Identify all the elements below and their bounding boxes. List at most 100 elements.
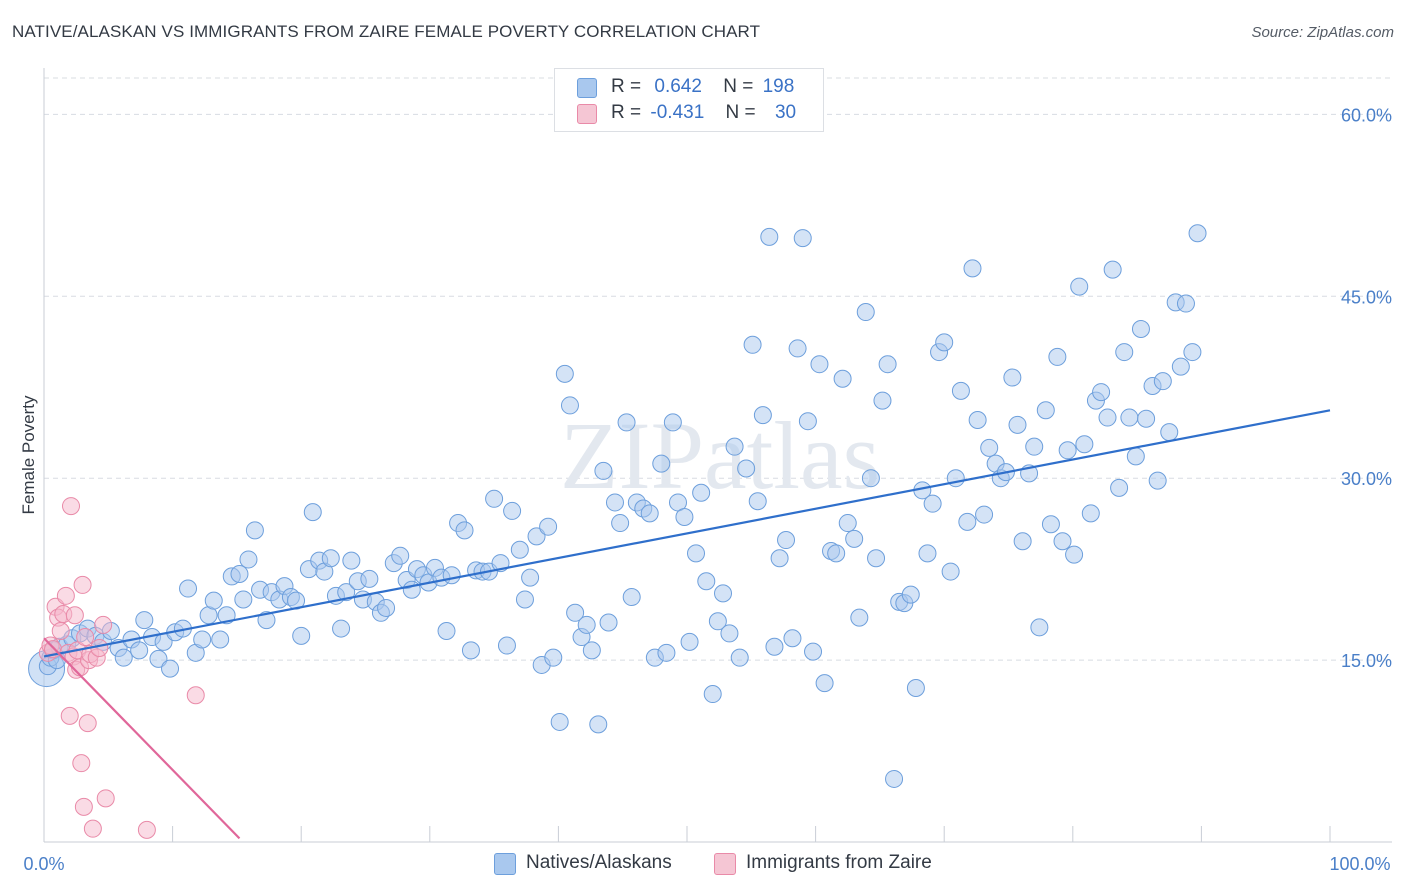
data-point-natives [257, 611, 276, 630]
data-point-natives [544, 648, 563, 667]
data-point-natives [725, 437, 744, 456]
data-point-natives [1030, 618, 1049, 637]
x-tick-label: 100.0% [1329, 854, 1390, 874]
data-point-natives [594, 461, 613, 480]
data-point-natives [1103, 260, 1122, 279]
data-point-natives [968, 410, 987, 429]
y-tick-labels: 15.0% 30.0% 45.0% 60.0% [1341, 105, 1392, 671]
legend-swatch-pink [577, 104, 597, 124]
data-point-natives [461, 641, 480, 660]
data-point-natives [1092, 383, 1111, 402]
data-point-natives [611, 514, 630, 533]
y-tick-label: 15.0% [1341, 651, 1392, 671]
data-point-natives [391, 546, 410, 565]
data-point-zaire [94, 615, 113, 634]
data-point-natives [1153, 372, 1172, 391]
data-point-natives [692, 483, 711, 502]
data-point-natives [856, 303, 875, 322]
x-tick-label: 0.0% [23, 854, 64, 874]
data-point-natives [815, 674, 834, 693]
data-point-natives [292, 626, 311, 645]
data-point-natives [743, 335, 762, 354]
data-point-natives [714, 584, 733, 603]
data-point-natives [527, 527, 546, 546]
data-point-natives [239, 550, 258, 569]
data-point-natives [1183, 343, 1202, 362]
data-point-natives [161, 659, 180, 678]
data-point-natives [748, 492, 767, 511]
x-tick-labels: 0.0% 100.0% [23, 854, 1390, 874]
data-point-zaire [186, 686, 205, 705]
legend-swatch-blue [577, 78, 597, 98]
data-point-zaire [65, 606, 84, 625]
data-point-natives [442, 566, 461, 585]
data-point-natives [342, 551, 361, 570]
data-point-natives [838, 514, 857, 533]
data-point-natives [923, 494, 942, 513]
data-point-natives [675, 507, 694, 526]
data-point-natives [577, 615, 596, 634]
data-point-natives [760, 227, 779, 246]
data-point-natives [918, 544, 937, 563]
data-point-natives [958, 512, 977, 531]
data-point-natives [617, 413, 636, 432]
data-point-natives [377, 598, 396, 617]
data-point-natives [1070, 277, 1089, 296]
data-point-natives [1137, 409, 1156, 428]
data-point-natives [1120, 408, 1139, 427]
data-point-natives [1126, 447, 1145, 466]
data-point-natives [1171, 357, 1190, 376]
data-point-natives [810, 355, 829, 374]
data-point-zaire [62, 497, 81, 516]
data-point-natives [935, 333, 954, 352]
data-point-zaire [96, 789, 115, 808]
data-point-natives [680, 632, 699, 651]
data-point-natives [1160, 423, 1179, 442]
data-point-natives [770, 549, 789, 568]
data-point-natives [1131, 320, 1150, 339]
data-point-natives [1188, 224, 1207, 243]
legend-swatch-pink [714, 853, 736, 875]
data-point-natives [622, 588, 641, 607]
legend-r-value-natives: 0.642 [654, 76, 702, 97]
data-point-natives [1036, 401, 1055, 420]
data-point-natives [589, 715, 608, 734]
chart-title: NATIVE/ALASKAN VS IMMIGRANTS FROM ZAIRE … [12, 22, 761, 41]
data-point-natives [455, 521, 474, 540]
data-point-natives [1081, 504, 1100, 523]
data-point-natives [777, 531, 796, 550]
data-point-natives [687, 544, 706, 563]
data-point-natives [1115, 343, 1134, 362]
y-tick-label: 30.0% [1341, 469, 1392, 489]
data-point-natives [566, 603, 585, 622]
data-point-natives [1048, 347, 1067, 366]
data-point-natives [521, 568, 540, 587]
data-point-natives [720, 624, 739, 643]
data-point-zaire [76, 628, 95, 647]
data-point-zaire [73, 575, 92, 594]
data-point-natives [437, 621, 456, 640]
data-point-natives [599, 613, 618, 632]
data-point-natives [337, 583, 356, 602]
data-point-natives [1025, 437, 1044, 456]
data-point-natives [550, 712, 569, 731]
data-point-natives [730, 648, 749, 667]
legend-swatch-blue [494, 853, 516, 875]
data-point-natives [114, 648, 133, 667]
data-point-natives [975, 505, 994, 524]
data-point-natives [697, 572, 716, 591]
data-point-natives [503, 501, 522, 520]
data-point-zaire [56, 586, 75, 605]
data-point-natives [560, 396, 579, 415]
data-point-natives [1003, 368, 1022, 387]
data-point-zaire [83, 819, 102, 838]
data-point-natives [497, 636, 516, 655]
y-tick-label: 60.0% [1341, 105, 1392, 125]
data-point-natives [1041, 515, 1060, 534]
data-point-natives [245, 521, 264, 540]
data-point-natives [130, 641, 149, 660]
trend-line-natives [43, 409, 1331, 658]
data-point-natives [833, 369, 852, 388]
data-point-natives [885, 769, 904, 788]
